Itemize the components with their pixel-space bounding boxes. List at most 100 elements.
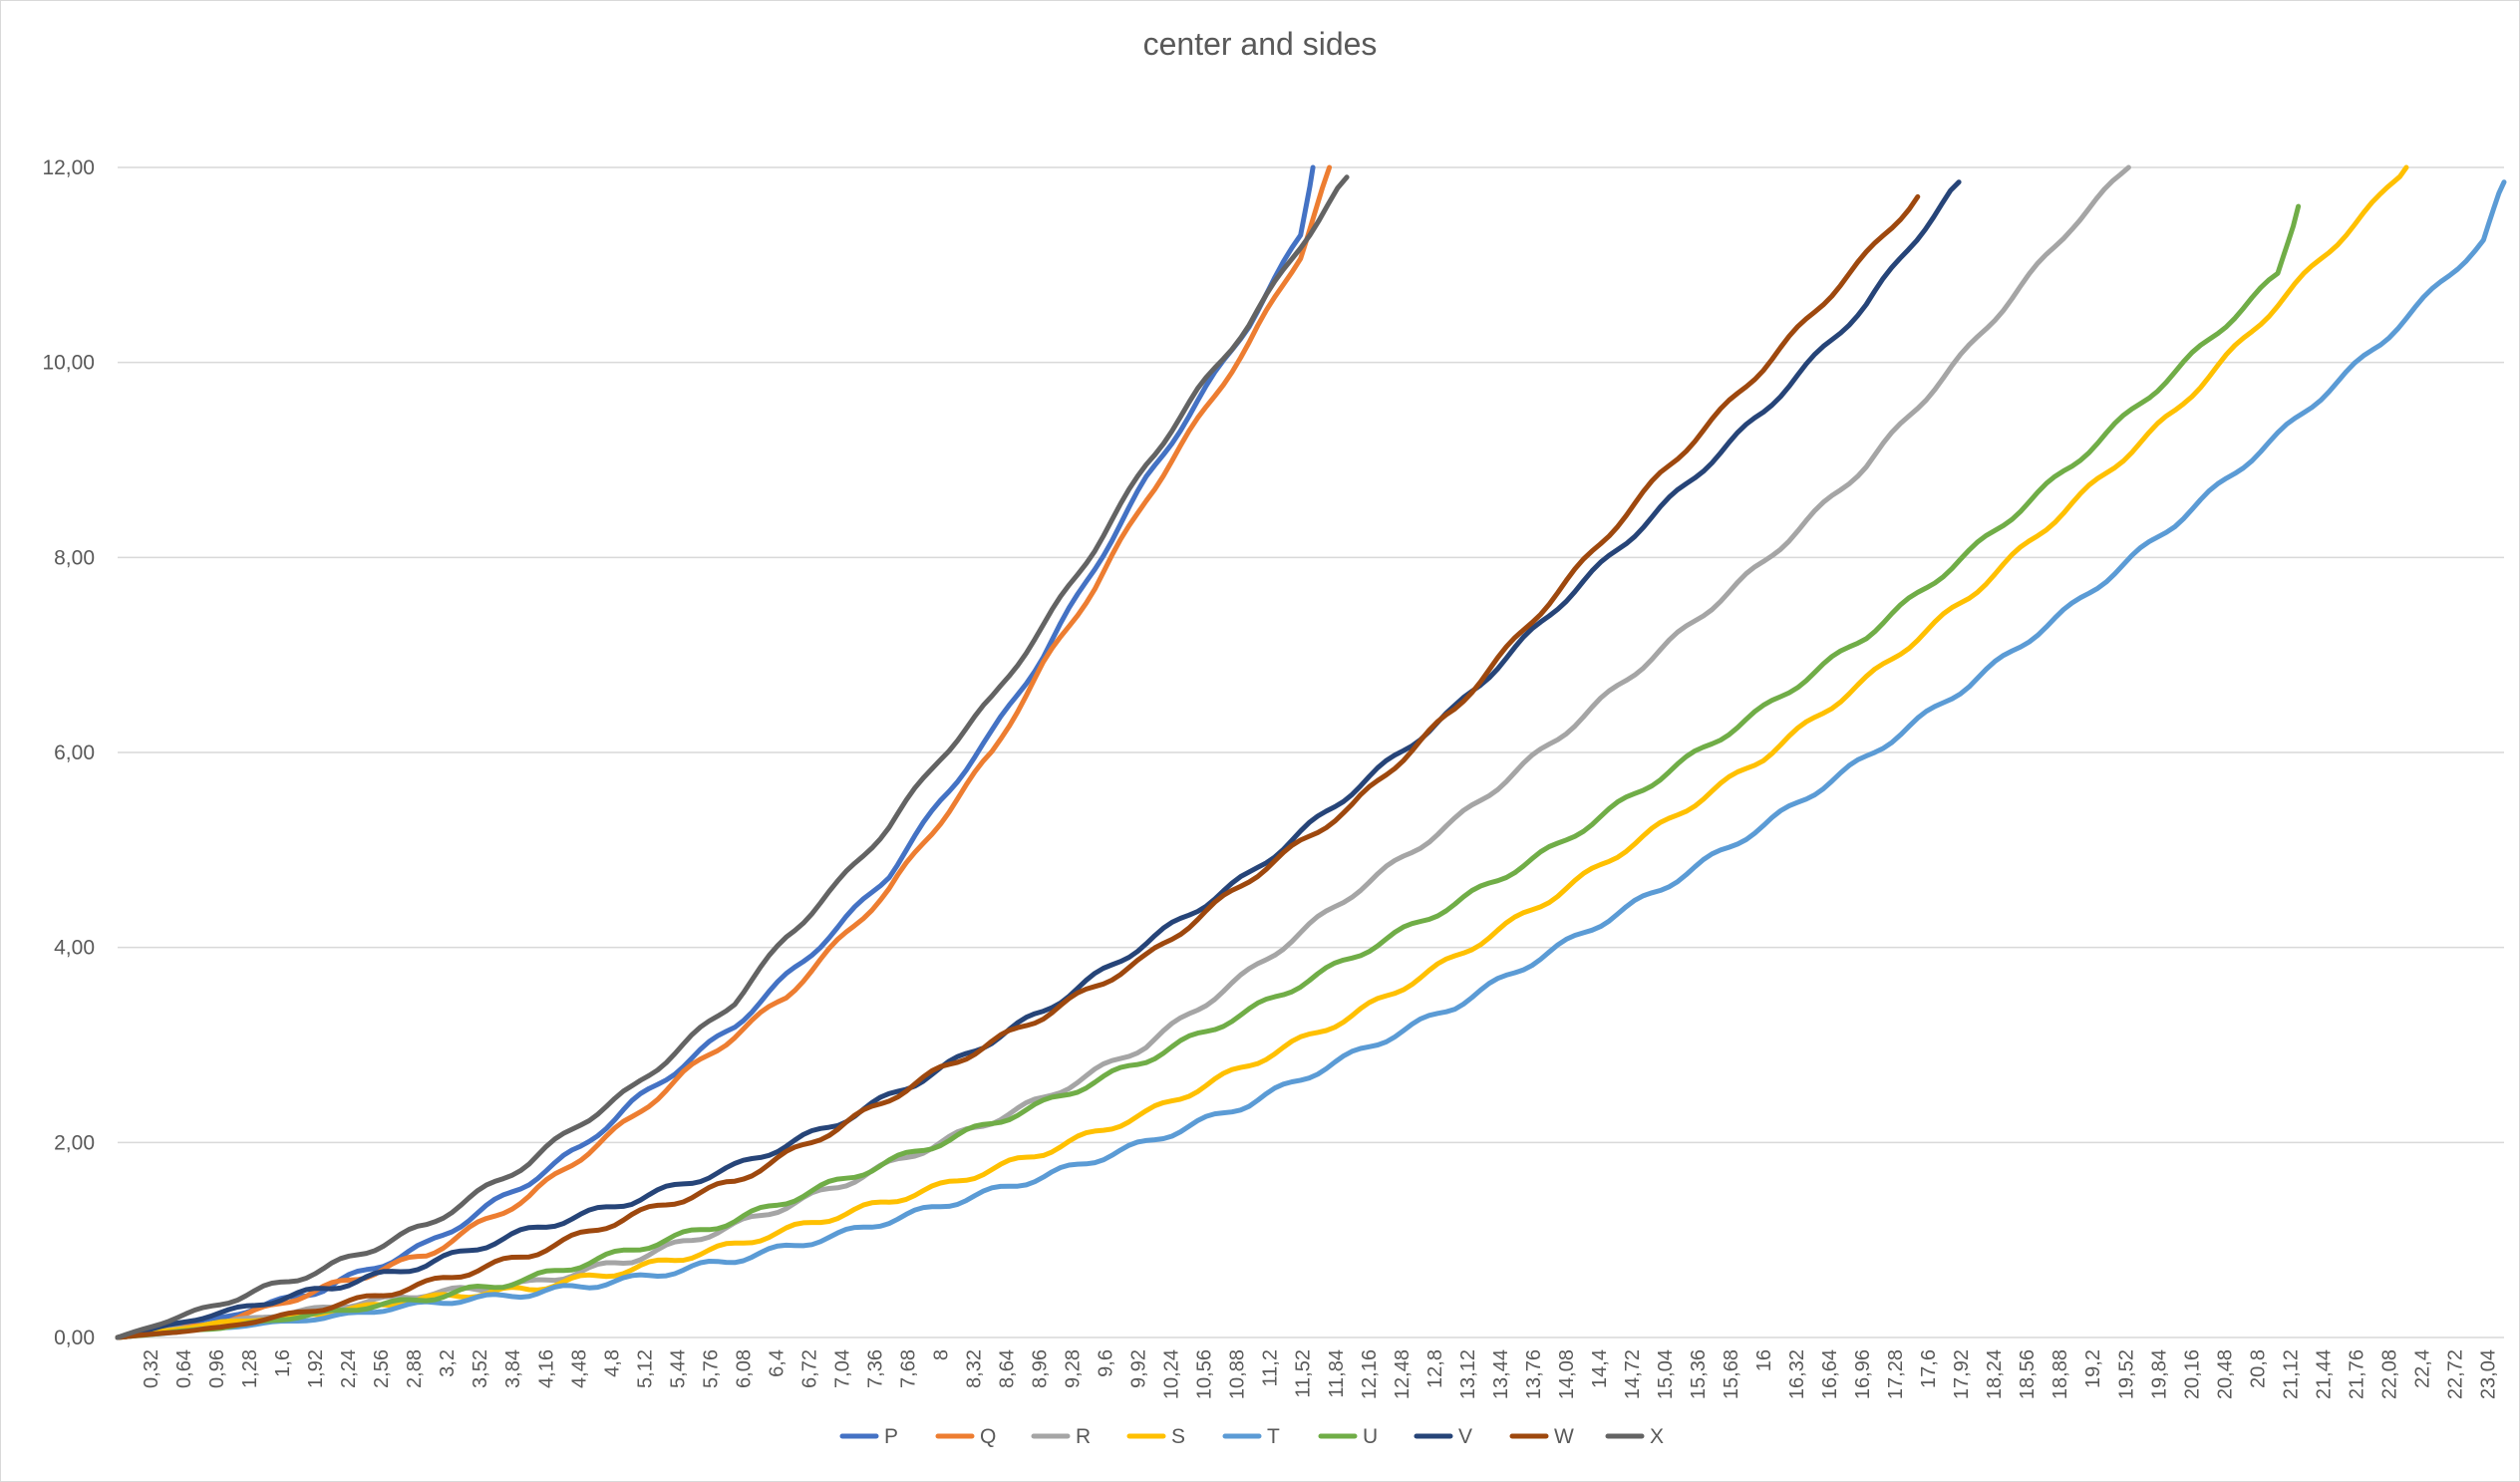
series-line-x [115, 174, 1350, 1340]
x-tick-label: 18,24 [1984, 1349, 2006, 1399]
x-tick-label: 7,68 [897, 1349, 919, 1388]
x-tick-label: 9,6 [1096, 1349, 1117, 1377]
x-tick-label: 16,96 [1852, 1349, 1874, 1399]
y-tick-label: 4,00 [54, 937, 95, 960]
x-tick-label: 6,08 [733, 1349, 755, 1388]
x-tick-label: 18,88 [2049, 1349, 2071, 1399]
legend-label-p: P [884, 1425, 898, 1448]
legend-label-x: X [1650, 1425, 1664, 1448]
y-tick-label: 2,00 [54, 1131, 95, 1154]
x-tick-label: 1,28 [239, 1349, 261, 1388]
legend-label-u: U [1363, 1425, 1378, 1448]
x-tick-label: 15,04 [1655, 1349, 1677, 1399]
x-tick-label: 2,56 [371, 1349, 393, 1388]
chart-title: center and sides [1142, 26, 1378, 62]
gridlines [118, 166, 2504, 1338]
x-tick-label: 15,68 [1721, 1349, 1742, 1399]
x-tick-label: 4,8 [601, 1349, 623, 1377]
x-tick-label: 21,76 [2346, 1349, 2367, 1399]
x-tick-label: 16,32 [1786, 1349, 1808, 1399]
series-line-t [115, 179, 2507, 1340]
x-tick-label: 17,28 [1885, 1349, 1907, 1399]
y-tick-label: 6,00 [54, 741, 95, 764]
y-tick-label: 0,00 [54, 1327, 95, 1349]
x-tick-label: 8 [931, 1349, 953, 1360]
legend-label-s: S [1171, 1425, 1185, 1448]
legend-label-w: W [1554, 1425, 1574, 1448]
x-tick-label: 14,08 [1556, 1349, 1578, 1399]
x-tick-label: 4,16 [535, 1349, 557, 1388]
y-tick-label: 8,00 [54, 546, 95, 569]
x-tick-label: 8,32 [964, 1349, 986, 1388]
x-tick-label: 0,96 [206, 1349, 228, 1388]
y-tick-label: 12,00 [42, 156, 95, 179]
y-axis-tick-labels: 0,00 2,00 4,00 6,00 8,00 10,00 12,00 [42, 156, 95, 1349]
x-tick-label: 9,92 [1128, 1349, 1150, 1388]
x-tick-label: 23,04 [2477, 1349, 2499, 1399]
x-tick-label: 12,16 [1359, 1349, 1381, 1399]
series-line-p [115, 164, 1316, 1340]
legend-label-r: R [1076, 1425, 1091, 1448]
series-line-r [115, 164, 2131, 1340]
x-tick-label: 5,76 [700, 1349, 722, 1388]
series-lines [115, 164, 2507, 1340]
x-tick-label: 2,88 [404, 1349, 426, 1388]
x-tick-label: 16 [1753, 1349, 1775, 1371]
x-tick-label: 14,72 [1622, 1349, 1644, 1399]
x-tick-label: 9,28 [1063, 1349, 1085, 1388]
x-tick-label: 5,12 [634, 1349, 656, 1388]
x-tick-label: 21,12 [2280, 1349, 2302, 1399]
x-tick-label: 10,56 [1194, 1349, 1216, 1399]
x-tick-label: 19,84 [2148, 1349, 2170, 1399]
x-tick-label: 6,4 [766, 1349, 788, 1377]
x-tick-label: 22,4 [2411, 1349, 2433, 1388]
x-tick-label: 10,24 [1161, 1349, 1183, 1399]
x-tick-label: 8,64 [997, 1349, 1019, 1388]
x-tick-label: 12,48 [1392, 1349, 1414, 1399]
x-tick-label: 0,64 [173, 1349, 195, 1388]
x-tick-label: 20,16 [2181, 1349, 2203, 1399]
x-tick-label: 13,44 [1490, 1349, 1512, 1399]
legend-label-t: T [1267, 1425, 1280, 1448]
x-tick-label: 22,08 [2378, 1349, 2400, 1399]
x-tick-label: 13,12 [1457, 1349, 1479, 1399]
x-tick-label: 7,36 [864, 1349, 886, 1388]
x-tick-label: 1,6 [272, 1349, 294, 1377]
x-tick-label: 13,76 [1523, 1349, 1545, 1399]
x-tick-label: 3,2 [437, 1349, 459, 1377]
x-tick-label: 20,48 [2214, 1349, 2236, 1399]
series-line-v [115, 179, 1962, 1340]
x-tick-label: 18,56 [2017, 1349, 2039, 1399]
x-tick-label: 0,32 [141, 1349, 162, 1388]
series-line-w [115, 193, 1921, 1340]
x-tick-label: 21,44 [2313, 1349, 2335, 1399]
x-tick-label: 6,72 [798, 1349, 820, 1388]
x-tick-label: 12,8 [1424, 1349, 1446, 1388]
x-tick-label: 20,8 [2247, 1349, 2269, 1388]
x-tick-label: 16,64 [1819, 1349, 1841, 1399]
legend-label-v: V [1458, 1425, 1472, 1448]
x-tick-label: 10,88 [1227, 1349, 1249, 1399]
x-tick-label: 15,36 [1688, 1349, 1710, 1399]
x-tick-label: 8,96 [1030, 1349, 1052, 1388]
y-tick-label: 10,00 [42, 352, 95, 375]
x-tick-label: 11,52 [1293, 1349, 1315, 1398]
x-tick-label: 3,84 [502, 1349, 524, 1388]
x-tick-label: 11,2 [1260, 1349, 1282, 1386]
x-tick-label: 19,2 [2082, 1349, 2104, 1388]
legend: P Q R S T U V W X [839, 1425, 1664, 1448]
x-tick-label: 14,4 [1589, 1349, 1611, 1388]
x-tick-label: 3,52 [470, 1349, 491, 1388]
x-axis-tick-labels: 0,32 0,64 0,96 1,28 1,6 1,92 2,24 2,56 2,88 3,2 3,… [141, 1349, 2499, 1399]
x-tick-label: 17,6 [1918, 1349, 1940, 1388]
x-tick-label: 22,72 [2444, 1349, 2466, 1399]
x-tick-label: 2,24 [338, 1349, 360, 1388]
x-tick-label: 4,48 [568, 1349, 590, 1388]
x-tick-label: 17,92 [1951, 1349, 1973, 1399]
series-line-u [115, 203, 2302, 1340]
x-tick-label: 11,84 [1326, 1349, 1348, 1398]
x-tick-label: 7,04 [831, 1349, 853, 1388]
x-tick-label: 5,44 [667, 1349, 689, 1388]
